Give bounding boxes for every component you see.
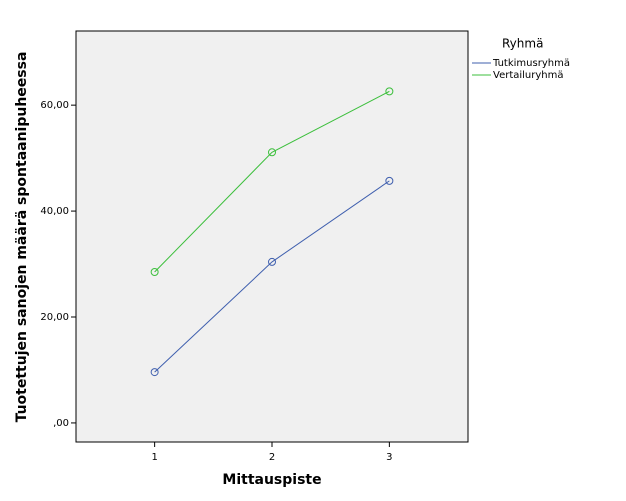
point-marker <box>150 267 159 276</box>
y-tick-label: 20,00 <box>40 312 69 323</box>
y-tick-label: 40,00 <box>40 206 69 217</box>
x-tick-label: 3 <box>386 452 392 463</box>
x-tick-label: 1 <box>151 452 157 463</box>
point-marker <box>150 368 159 377</box>
point-marker <box>268 148 276 157</box>
legend-label: Tutkimusryhmä <box>492 58 570 69</box>
y-tick-label: 60,00 <box>40 100 69 111</box>
legend-label: Vertailuryhmä <box>493 70 564 81</box>
x-axis-title: Mittauspiste <box>222 472 321 488</box>
y-axis-title: Tuotettujen sanojen määrä spontaanipuhee… <box>14 52 30 423</box>
series-line <box>154 180 390 373</box>
plot-area <box>75 30 469 443</box>
point-marker <box>385 176 394 185</box>
series-line <box>154 90 390 273</box>
y-tick-label: ,00 <box>53 418 69 429</box>
x-tick-label: 2 <box>269 452 275 463</box>
point-marker <box>385 87 394 96</box>
legend-title: Ryhmä <box>502 37 543 51</box>
point-marker <box>268 257 276 266</box>
